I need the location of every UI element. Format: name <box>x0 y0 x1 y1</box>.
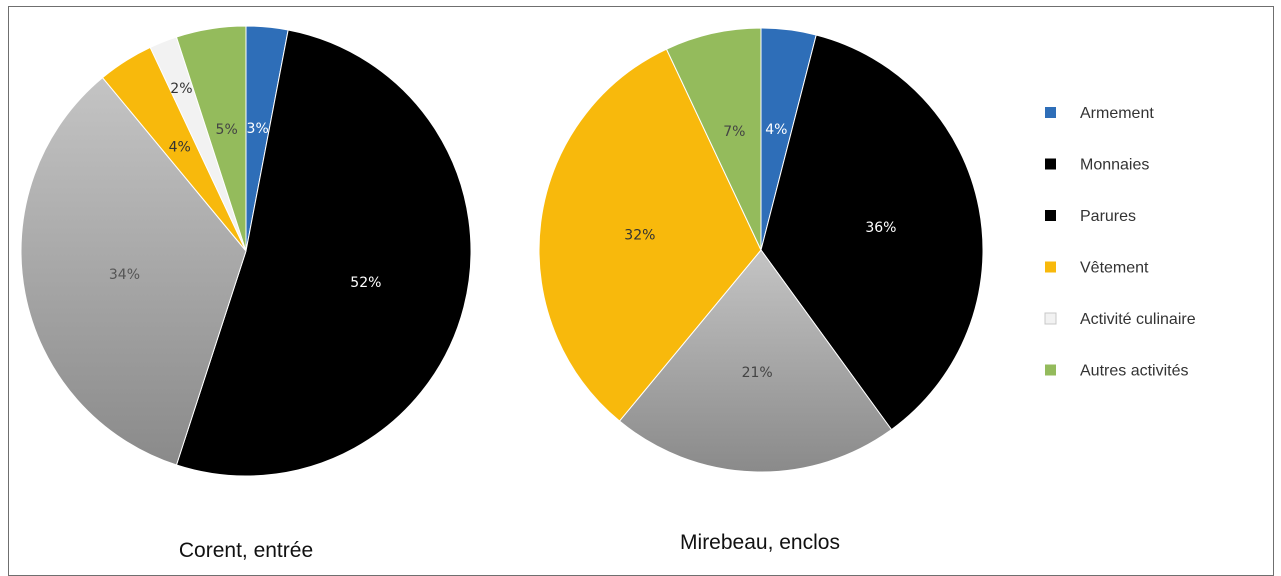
pie-chart-mirebeau: 4% 36% 21% 32% 7% <box>538 27 984 473</box>
legend-item-autres-activites: Autres activités <box>1045 363 1188 380</box>
slice-label-autres-activites: 7% <box>723 124 745 140</box>
pie-slice-autres-activites <box>665 27 762 251</box>
slice-label-parures: 21% <box>742 365 773 381</box>
slice-label-autres-activites: 5% <box>216 122 238 138</box>
legend-item-vetement: Vêtement <box>1045 260 1149 277</box>
legend-item-armement: Armement <box>1045 105 1154 122</box>
slice-label-monnaies: 52% <box>350 275 381 291</box>
pie-chart-corent: 3% 52% 34% 4% 2% 5% <box>20 25 472 477</box>
legend-swatch-vetement <box>1045 261 1056 273</box>
slice-label-parures: 34% <box>109 267 140 283</box>
slice-label-armement: 3% <box>247 121 269 137</box>
legend-swatch-activite-culinaire <box>1044 312 1057 325</box>
pie-slice-monnaies <box>175 29 472 477</box>
legend-item-parures: Parures <box>1045 208 1136 225</box>
pie-slice-monnaies <box>760 34 984 431</box>
legend-swatch-autres-activites <box>1045 364 1056 376</box>
legend-label-activite-culinaire: Activité culinaire <box>1080 311 1196 328</box>
legend-label-monnaies: Monnaies <box>1080 157 1149 174</box>
legend-label-autres-activites: Autres activités <box>1080 363 1188 380</box>
slice-label-monnaies: 36% <box>865 220 896 236</box>
slice-label-vetement: 32% <box>624 228 655 244</box>
chart-title-corent: Corent, entrée <box>179 539 313 562</box>
pie-slice-parures <box>20 76 247 466</box>
legend-label-parures: Parures <box>1080 208 1136 225</box>
pie-slice-vetement <box>538 48 762 422</box>
legend-label-vetement: Vêtement <box>1080 260 1149 277</box>
slice-label-activite-culinaire: 2% <box>170 81 192 97</box>
legend-item-activite-culinaire: Activité culinaire <box>1044 311 1196 328</box>
legend-swatch-monnaies <box>1045 158 1056 170</box>
legend-swatch-armement <box>1045 107 1056 118</box>
pie-slice-autres-activites <box>175 25 247 252</box>
chart-title-mirebeau: Mirebeau, enclos <box>680 531 840 554</box>
legend: Armement Monnaies Parures Vêtement Activité … <box>1044 105 1196 380</box>
slice-label-vetement: 4% <box>169 140 191 156</box>
legend-item-monnaies: Monnaies <box>1045 157 1149 174</box>
pie-slice-parures <box>618 249 893 473</box>
legend-label-armement: Armement <box>1080 105 1154 122</box>
slice-label-armement: 4% <box>765 122 787 138</box>
legend-swatch-parures <box>1045 210 1056 221</box>
